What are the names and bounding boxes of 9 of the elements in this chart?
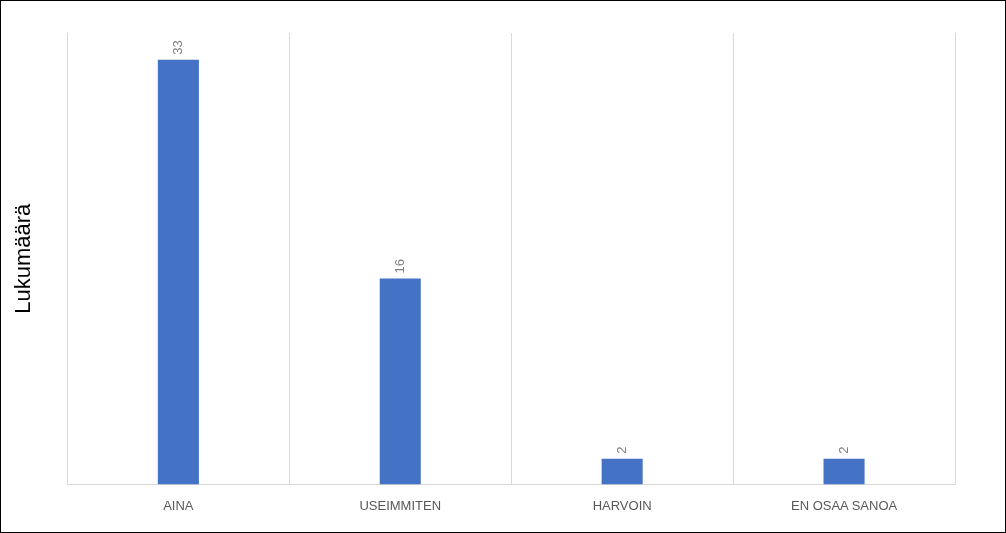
x-tick-label: AINA bbox=[163, 497, 194, 513]
data-label: 33 bbox=[169, 40, 185, 55]
y-axis-title: Lukumäärä bbox=[10, 202, 36, 314]
x-tick-label: USEIMMITEN bbox=[359, 497, 442, 513]
data-label: 2 bbox=[835, 446, 851, 454]
x-tick-label: EN OSAA SANOA bbox=[790, 497, 898, 513]
data-label: 2 bbox=[613, 446, 629, 454]
x-tick-label: HARVOIN bbox=[592, 497, 652, 513]
data-label: 16 bbox=[391, 259, 407, 274]
